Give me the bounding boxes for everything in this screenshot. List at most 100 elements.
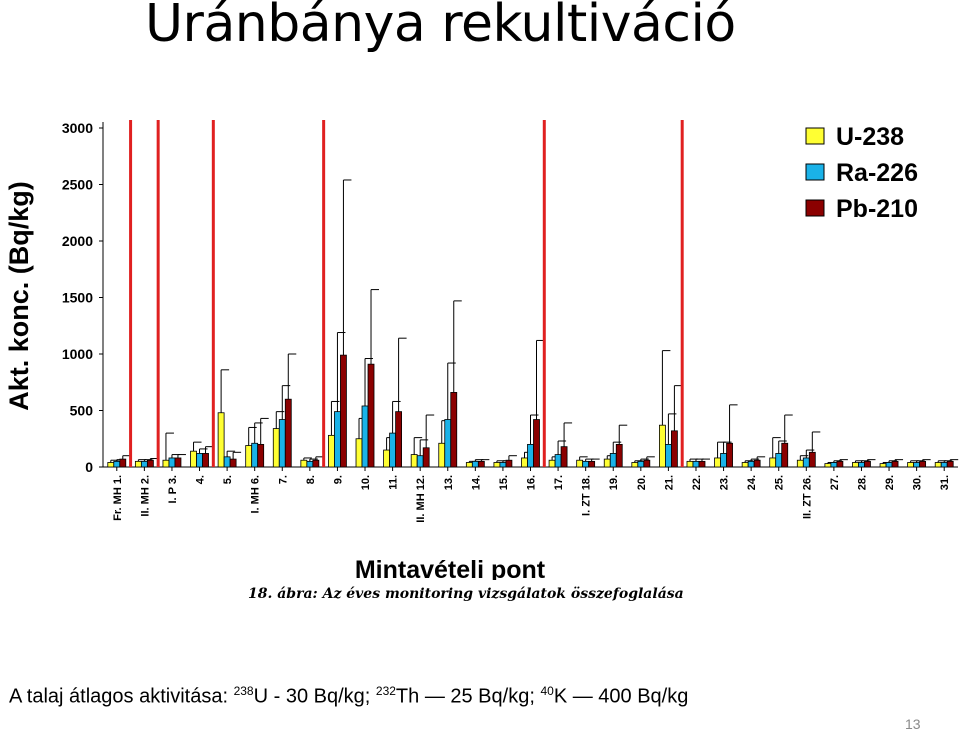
x-tick-label: 11. <box>388 475 400 490</box>
bar-ra-226 <box>527 443 534 468</box>
bar-chart: 0 500 1000 1500 2000 2500 3000 Fr. MH 1. II. MH … <box>4 120 959 580</box>
th-activity: Th — 25 Bq/kg; <box>395 685 535 708</box>
bar-u-238 <box>134 460 142 468</box>
bar-pb-210 <box>340 354 347 468</box>
bar-u-238 <box>328 434 335 468</box>
soil-activity-summary: A talaj átlagos aktivitása: 238U - 30 Bq… <box>9 684 688 709</box>
bar-u-238 <box>300 459 308 468</box>
bar-u-238 <box>107 462 115 468</box>
x-tick-label: 22. <box>691 475 703 490</box>
x-tick-label: 4. <box>195 475 207 484</box>
bar-pb-210 <box>284 398 292 468</box>
bar-pb-210 <box>422 447 430 468</box>
bar-u-238 <box>714 457 721 468</box>
bar-pb-210 <box>533 419 540 468</box>
figure-caption: 18. ábra: Az éves monitoring vizsgálatok… <box>248 586 684 602</box>
y-tick-label: 2000 <box>62 233 93 249</box>
x-tick-label: 5. <box>222 475 234 484</box>
x-tick-label: 29. <box>884 475 896 490</box>
bar-pb-210 <box>919 460 927 468</box>
x-tick-label: 20. <box>636 475 648 490</box>
bar-ra-226 <box>609 453 617 468</box>
x-tick-label: 27. <box>829 475 841 490</box>
bar-u-238 <box>438 442 446 468</box>
legend-swatch-ra-226 <box>805 163 825 181</box>
bar-u-238 <box>245 445 253 468</box>
x-tick-label: 13. <box>443 475 455 490</box>
bar-pb-210 <box>560 446 568 468</box>
bar-pb-210 <box>836 460 844 468</box>
bar-u-238 <box>576 459 584 468</box>
bar-ra-226 <box>361 405 369 468</box>
bar-ra-226 <box>444 419 452 468</box>
bar-pb-210 <box>615 443 623 468</box>
bar-u-238 <box>493 462 501 468</box>
bar-u-238 <box>907 462 915 468</box>
bar-u-238 <box>603 458 611 468</box>
x-tick-label: 30. <box>912 475 924 490</box>
bar-ra-226 <box>802 457 810 468</box>
bar-ra-226 <box>692 460 700 468</box>
bar-pb-210 <box>891 460 899 468</box>
bar-u-238 <box>521 457 528 468</box>
bar-ra-226 <box>637 460 645 468</box>
bar-u-238 <box>631 462 639 468</box>
y-axis-label: Akt. konc. (Bq/kg) <box>4 181 34 411</box>
k-activity: K — 400 Bq/kg <box>553 685 689 708</box>
y-tick-label: 2500 <box>62 177 93 193</box>
x-axis-label: Mintavételi pont <box>355 556 546 580</box>
bar-pb-210 <box>864 460 871 468</box>
bar-pb-210 <box>505 459 513 468</box>
y-tick-label: 0 <box>85 459 93 475</box>
bar-u-238 <box>879 463 887 468</box>
x-tick-label: 25. <box>774 475 786 490</box>
bar-ra-226 <box>223 456 231 468</box>
y-tick-label: 1000 <box>62 346 93 362</box>
th-mass-number: 232 <box>375 684 396 698</box>
x-tick-label: 24. <box>746 475 758 490</box>
x-tick-label: II. MH 12. <box>415 475 427 523</box>
x-tick-label: II. MH 2. <box>139 475 151 517</box>
legend-label-pb-210: Pb-210 <box>836 195 918 223</box>
bar-u-238 <box>686 460 694 468</box>
bar-u-238 <box>217 412 225 468</box>
bar-u-238 <box>934 462 942 468</box>
x-tick-label: Fr. MH 1. <box>112 475 124 521</box>
x-tick-label: 23. <box>719 475 731 490</box>
bar-pb-210 <box>726 442 733 468</box>
x-tick-label: 31. <box>939 475 951 490</box>
bar-ra-226 <box>196 453 203 468</box>
x-tick-label: 17. <box>553 475 565 490</box>
bar-ra-226 <box>747 460 755 468</box>
slide-title: Uránbánya rekultiváció <box>145 0 736 54</box>
legend-label-u-238: U-238 <box>836 123 904 151</box>
bar-pb-210 <box>367 363 375 468</box>
plot-area: 0 500 1000 1500 2000 2500 3000 Fr. MH 1. II. MH … <box>62 120 959 523</box>
bar-ra-226 <box>885 462 893 468</box>
x-tick-label: 7. <box>277 475 289 484</box>
summary-prefix: A talaj átlagos aktivitása: <box>9 685 229 708</box>
y-tick-label: 3000 <box>62 120 93 136</box>
bar-ra-226 <box>665 443 672 468</box>
bar-ra-226 <box>334 411 341 468</box>
bar-ra-226 <box>113 460 121 468</box>
x-tick-label: 21. <box>663 475 675 490</box>
bar-pb-210 <box>753 459 761 468</box>
bar-u-238 <box>769 457 777 468</box>
bar-pb-210 <box>450 392 458 468</box>
bar-ra-226 <box>251 442 259 468</box>
bar-u-238 <box>741 462 749 468</box>
x-tick-label: 9. <box>332 475 344 484</box>
bar-ra-226 <box>168 457 176 468</box>
legend-swatch-u-238 <box>805 127 825 145</box>
bar-ra-226 <box>858 462 865 468</box>
y-tick-label: 500 <box>70 403 94 419</box>
legend-swatch-pb-210 <box>805 199 825 217</box>
k-mass-number: 40 <box>540 684 554 698</box>
bar-u-238 <box>852 462 859 468</box>
slide-number: 13 <box>905 716 921 732</box>
bar-ra-226 <box>499 462 507 468</box>
bar-u-238 <box>190 450 197 468</box>
bar-ra-226 <box>278 419 286 468</box>
bar-pb-210 <box>808 451 816 468</box>
